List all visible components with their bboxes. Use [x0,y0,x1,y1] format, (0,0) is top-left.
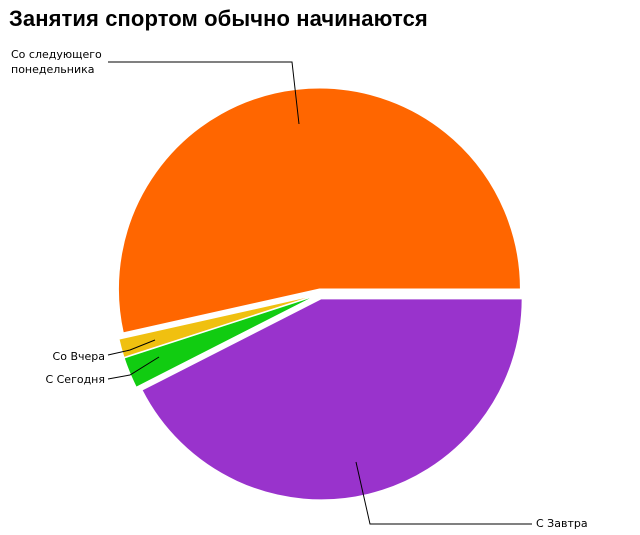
pie-slice-4 [141,298,523,501]
pie-slice-3 [123,295,316,388]
slice-label-2: Со Вчера [53,350,105,363]
leader-lines [107,61,532,525]
leader-line-2 [107,339,156,356]
leader-line-3 [107,356,160,380]
slice-labels: Со следующего понедельника Со Вчера С Сегод… [11,48,588,530]
slice-label-4: С Завтра [536,517,588,530]
leader-line-1 [108,61,300,125]
pie-slice-2 [118,294,316,359]
pie-slice-1 [117,87,521,334]
pie-slices [117,87,523,501]
chart-title: Занятия спортом обычно начинаются [9,6,428,31]
leader-line-4 [355,461,532,525]
slice-label-3: С Сегодня [45,373,105,386]
slice-label-1: Со следующего понедельника [11,48,102,76]
